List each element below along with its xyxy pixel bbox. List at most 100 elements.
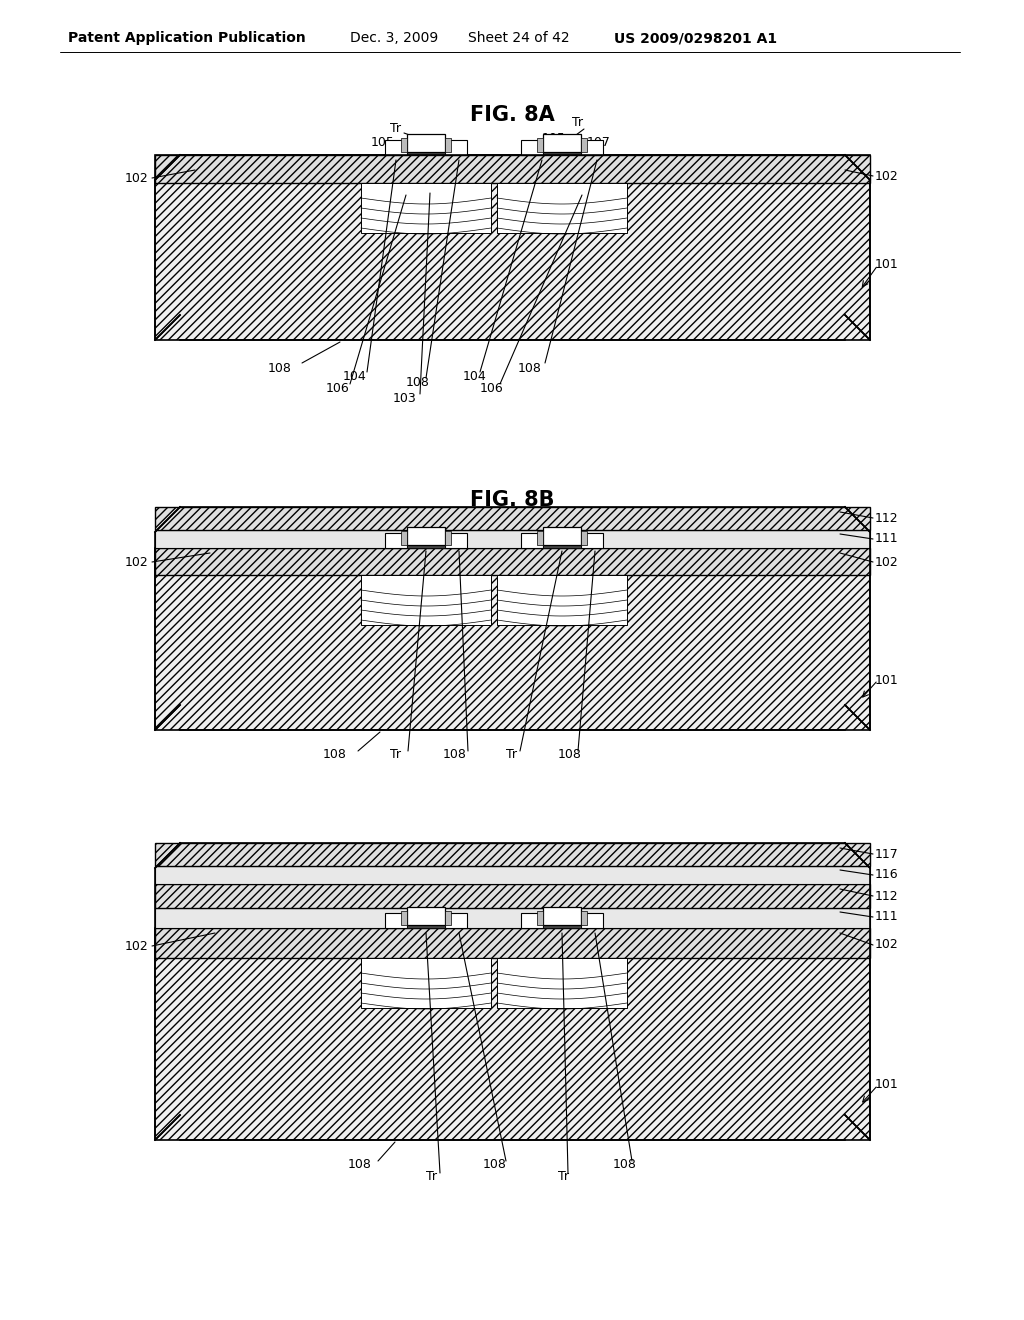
Text: 104: 104: [463, 370, 486, 383]
Bar: [361, 958, 490, 1008]
Text: 102: 102: [124, 556, 148, 569]
Bar: [155, 154, 870, 341]
Text: 103: 103: [393, 392, 417, 404]
Text: US 2009/0298201 A1: US 2009/0298201 A1: [614, 30, 777, 45]
Bar: [581, 533, 603, 548]
Bar: [361, 183, 490, 234]
Text: 117: 117: [874, 847, 899, 861]
Bar: [537, 911, 543, 925]
Bar: [543, 925, 581, 928]
Bar: [407, 925, 445, 928]
Bar: [543, 907, 581, 925]
Text: 108: 108: [518, 362, 542, 375]
Bar: [497, 958, 627, 1008]
Text: 102: 102: [124, 940, 148, 953]
Bar: [385, 533, 407, 548]
Text: FIG. 8A: FIG. 8A: [470, 106, 554, 125]
Bar: [407, 152, 445, 154]
Bar: [581, 531, 587, 545]
Text: 102: 102: [874, 169, 899, 182]
Text: Tr: Tr: [389, 748, 400, 762]
Bar: [543, 152, 581, 154]
Text: 107: 107: [587, 136, 611, 149]
Bar: [155, 843, 870, 866]
Bar: [155, 884, 870, 908]
Text: 108: 108: [483, 1159, 507, 1172]
Bar: [385, 913, 407, 928]
Text: 108: 108: [407, 375, 430, 388]
Text: 112: 112: [874, 511, 899, 524]
Bar: [385, 140, 407, 154]
Bar: [581, 140, 603, 154]
Text: 107: 107: [418, 141, 442, 154]
Bar: [543, 527, 581, 545]
Bar: [445, 140, 467, 154]
Bar: [401, 911, 407, 925]
Text: 108: 108: [613, 1159, 637, 1172]
Text: 112: 112: [874, 890, 899, 903]
Bar: [401, 531, 407, 545]
Text: 108: 108: [268, 362, 292, 375]
Bar: [155, 531, 870, 548]
Bar: [581, 913, 603, 928]
Text: 111: 111: [874, 911, 899, 924]
Bar: [537, 139, 543, 152]
Bar: [407, 545, 445, 548]
Text: 106: 106: [326, 381, 350, 395]
Bar: [581, 139, 587, 152]
Text: 108: 108: [323, 748, 347, 762]
Text: 101: 101: [874, 1078, 899, 1092]
Text: 106: 106: [480, 381, 504, 395]
Text: FIG. 8C: FIG. 8C: [470, 865, 554, 884]
Bar: [497, 576, 627, 624]
Text: Dec. 3, 2009: Dec. 3, 2009: [350, 30, 438, 45]
Text: Tr: Tr: [571, 116, 583, 129]
Bar: [543, 545, 581, 548]
Text: 116: 116: [874, 869, 899, 882]
Bar: [155, 928, 870, 1140]
Text: Tr: Tr: [507, 748, 517, 762]
Text: 102: 102: [874, 556, 899, 569]
Bar: [155, 908, 870, 928]
Bar: [361, 576, 490, 624]
Bar: [445, 913, 467, 928]
Text: 101: 101: [874, 259, 899, 272]
Bar: [155, 548, 870, 576]
Text: 105: 105: [371, 136, 395, 149]
Text: 111: 111: [874, 532, 899, 545]
Text: Tr: Tr: [557, 1171, 568, 1184]
Text: Tr: Tr: [390, 121, 401, 135]
Bar: [543, 135, 581, 152]
Bar: [155, 928, 870, 958]
Bar: [497, 183, 627, 234]
Bar: [445, 531, 451, 545]
Bar: [401, 139, 407, 152]
Bar: [155, 507, 870, 531]
Bar: [521, 140, 543, 154]
Bar: [407, 907, 445, 925]
Bar: [445, 533, 467, 548]
Bar: [445, 139, 451, 152]
Text: 105: 105: [542, 132, 566, 144]
Text: 108: 108: [348, 1159, 372, 1172]
Bar: [581, 911, 587, 925]
Text: FIG. 8B: FIG. 8B: [470, 490, 554, 510]
Bar: [155, 548, 870, 730]
Bar: [407, 527, 445, 545]
Text: Tr: Tr: [427, 1171, 437, 1184]
Text: Sheet 24 of 42: Sheet 24 of 42: [468, 30, 569, 45]
Text: 108: 108: [558, 748, 582, 762]
Text: 104: 104: [343, 370, 367, 383]
Text: 102: 102: [124, 172, 148, 185]
Bar: [445, 911, 451, 925]
Text: 102: 102: [874, 939, 899, 952]
Text: 101: 101: [874, 673, 899, 686]
Bar: [537, 531, 543, 545]
Bar: [407, 135, 445, 152]
Bar: [155, 866, 870, 884]
Text: 108: 108: [443, 748, 467, 762]
Bar: [521, 913, 543, 928]
Bar: [155, 154, 870, 183]
Bar: [521, 533, 543, 548]
Text: Patent Application Publication: Patent Application Publication: [68, 30, 306, 45]
